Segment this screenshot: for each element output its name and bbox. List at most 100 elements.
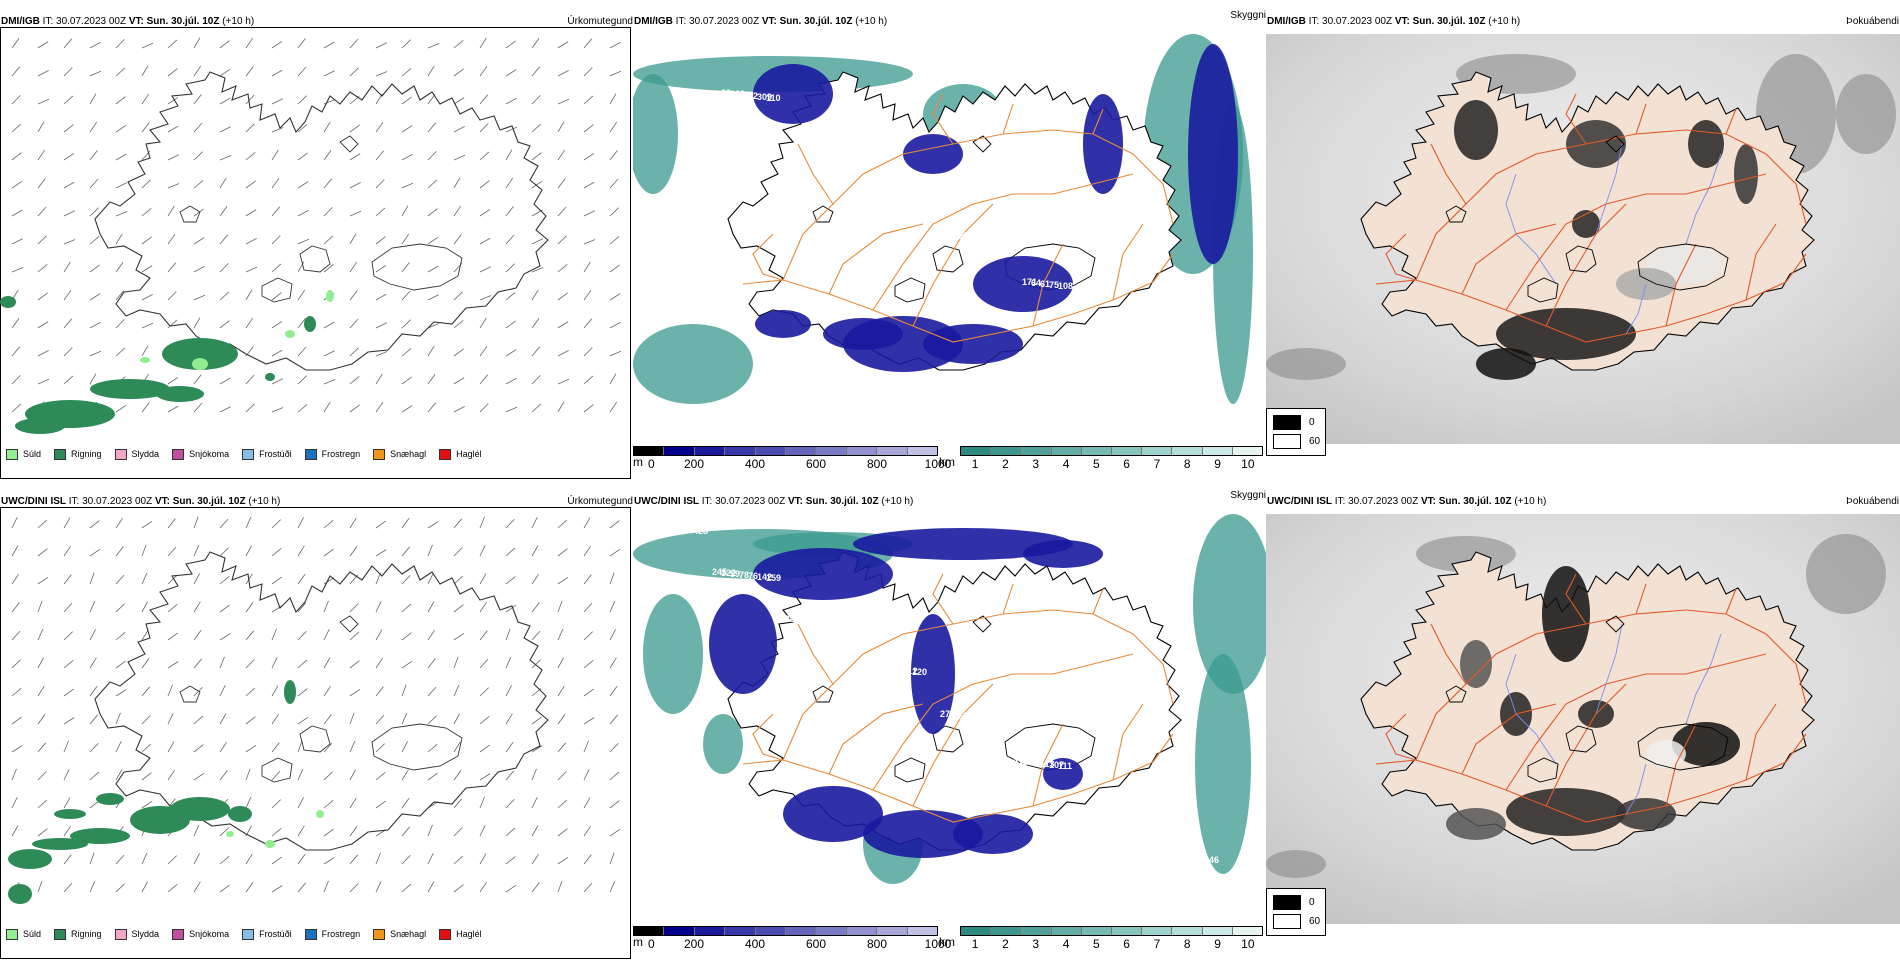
wind-barb [115,39,125,49]
wind-barb [115,153,127,161]
wind-barb [349,318,359,329]
wind-barb [349,631,360,641]
init-time: 30.07.2023 00Z [689,16,760,27]
wind-barb [141,658,150,669]
wind-barb [37,235,47,245]
wind-barb [453,770,462,781]
wind-barb [323,99,336,105]
precip-patch [54,809,86,819]
wind-barb [323,771,333,781]
wind-barb [557,519,568,529]
wind-barb [505,685,512,697]
wind-barb [37,178,46,189]
wind-barb [609,852,615,865]
cloud-value-label: 516 [794,615,809,625]
fog-legend-row: 0 [1273,895,1315,910]
wind-barb [505,320,516,329]
wind-barb [427,521,439,529]
wind-barb [193,824,200,837]
panel-cloud-bottom: UWC/DINI ISL IT: 30.07.2023 00Z VT: Sun.… [633,490,1266,962]
fog-patch [1506,788,1626,836]
wind-barb [167,575,177,585]
colorbar-tick: 1000 [924,937,952,951]
panel-header: DMI/IGB IT: 30.07.2023 00Z VT: Sun. 30.j… [634,10,1266,27]
cloud-value-label: 142 [757,572,772,582]
wind-barb [115,546,124,557]
cloud-value-label: 55 [976,233,986,243]
wind-barb [63,631,73,641]
wind-barb [453,575,464,585]
wind-barb [375,601,382,613]
wind-barb [89,350,102,357]
colorbar-tick: 6 [1123,937,1130,951]
fog-legend-swatch [1273,895,1301,910]
wind-barb [505,406,518,413]
cloud-value-label: 111 [803,136,817,146]
cloud-value-label: 85 [830,139,840,149]
colorbar-tick: 800 [866,937,888,951]
cloud-value-label: 58 [885,664,895,674]
wind-barb [219,263,229,273]
legend-item-2: Slydda [114,928,159,940]
low-cloud-patch [1023,540,1103,568]
cloud-value-label: 180 [1159,850,1174,860]
low-cloud-patch [1083,94,1123,194]
wind-barb [167,713,174,725]
wind-barb [583,239,596,245]
wind-barb [11,238,23,245]
cloud-value-label: 57 [958,231,968,241]
wind-barb [609,178,619,189]
glacier-outline [1605,135,1625,153]
wind-barb [297,261,305,273]
wind-barb [375,657,384,669]
wind-barb [219,575,230,585]
legend-swatch [114,448,127,460]
legend-item-3: Snjókoma [172,448,229,460]
river-line [1595,623,1623,715]
precip-patch [140,357,150,363]
precip-legend: Súld Rigning Slydda Snjókoma Frostúði Frostre… [6,444,482,464]
precip-patch [96,793,124,805]
wind-barb [505,234,515,245]
wind-barb [505,263,515,273]
wind-barb [557,149,566,161]
wind-barb [37,292,48,301]
wind-barb [427,629,436,641]
wind-barb [89,686,98,697]
colorbar-tick: 600 [805,937,827,951]
wind-barb [271,657,278,669]
wind-barb [271,320,283,329]
panel-fog-top: DMI/IGB IT: 30.07.2023 00Z VT: Sun. 30.j… [1266,12,1900,482]
wind-barb [427,179,438,189]
wind-barb [531,517,538,529]
legend-label: Súld [23,929,42,939]
wind-barb [63,517,71,529]
cloud-value-label: 78 [739,570,749,580]
wind-barb [479,123,489,133]
road-line [782,609,1174,761]
wind-barb [11,38,20,49]
wind-barb [193,687,203,697]
precip-legend: Súld Rigning Slydda Snjókoma Frostúði Frostre… [6,924,482,944]
wind-barb [11,209,23,217]
wind-barb [557,657,564,669]
wind-barb [453,884,464,893]
cloud-value-label: 60 [803,616,813,626]
glacier-outline [972,135,992,153]
colorbar-segment [1202,447,1233,455]
wind-barb [401,233,410,245]
wind-barb [89,743,99,753]
wind-barb [193,208,204,217]
wind-barb [583,688,594,697]
wind-barb [141,572,148,585]
fog-patch [1476,348,1536,380]
wind-barb [297,574,306,585]
wind-barb [167,632,178,641]
glacier-outline [1527,757,1559,783]
legend-item-7: Haglél [439,448,482,460]
wind-barb [141,42,154,49]
wind-barb [453,855,464,865]
wind-barb [37,98,50,105]
wind-barb [609,548,621,557]
visibility-unit: km [939,935,955,949]
